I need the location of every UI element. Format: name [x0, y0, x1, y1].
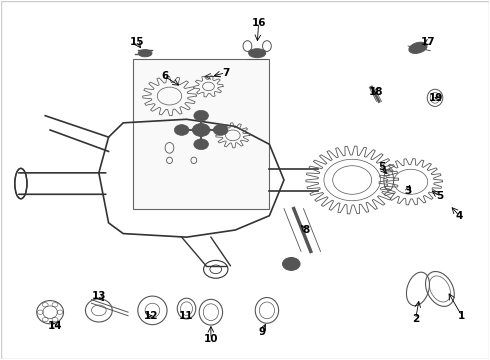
Circle shape: [194, 139, 208, 150]
Text: 11: 11: [179, 311, 194, 321]
Bar: [133, 59, 270, 208]
Text: 10: 10: [204, 334, 218, 344]
Circle shape: [283, 257, 300, 270]
Text: 3: 3: [405, 186, 412, 196]
Text: 15: 15: [129, 37, 144, 48]
Text: 8: 8: [302, 225, 310, 235]
Text: 6: 6: [161, 71, 168, 81]
Text: 5: 5: [436, 191, 443, 201]
Text: 9: 9: [259, 327, 266, 337]
Text: 14: 14: [48, 321, 62, 332]
Circle shape: [213, 125, 228, 135]
Circle shape: [174, 125, 189, 135]
Text: 17: 17: [420, 37, 435, 48]
Text: 7: 7: [222, 68, 229, 78]
Text: 16: 16: [251, 18, 266, 28]
Text: 13: 13: [92, 291, 106, 301]
Text: 4: 4: [456, 211, 463, 221]
Ellipse shape: [409, 42, 427, 53]
Text: 5: 5: [378, 162, 385, 172]
Text: 1: 1: [458, 311, 466, 321]
Ellipse shape: [248, 49, 266, 58]
Circle shape: [193, 123, 210, 136]
Text: 19: 19: [429, 93, 443, 103]
Circle shape: [194, 111, 208, 121]
Text: 12: 12: [144, 311, 159, 321]
Text: 18: 18: [368, 87, 383, 98]
Text: 2: 2: [412, 314, 419, 324]
Ellipse shape: [138, 50, 152, 57]
